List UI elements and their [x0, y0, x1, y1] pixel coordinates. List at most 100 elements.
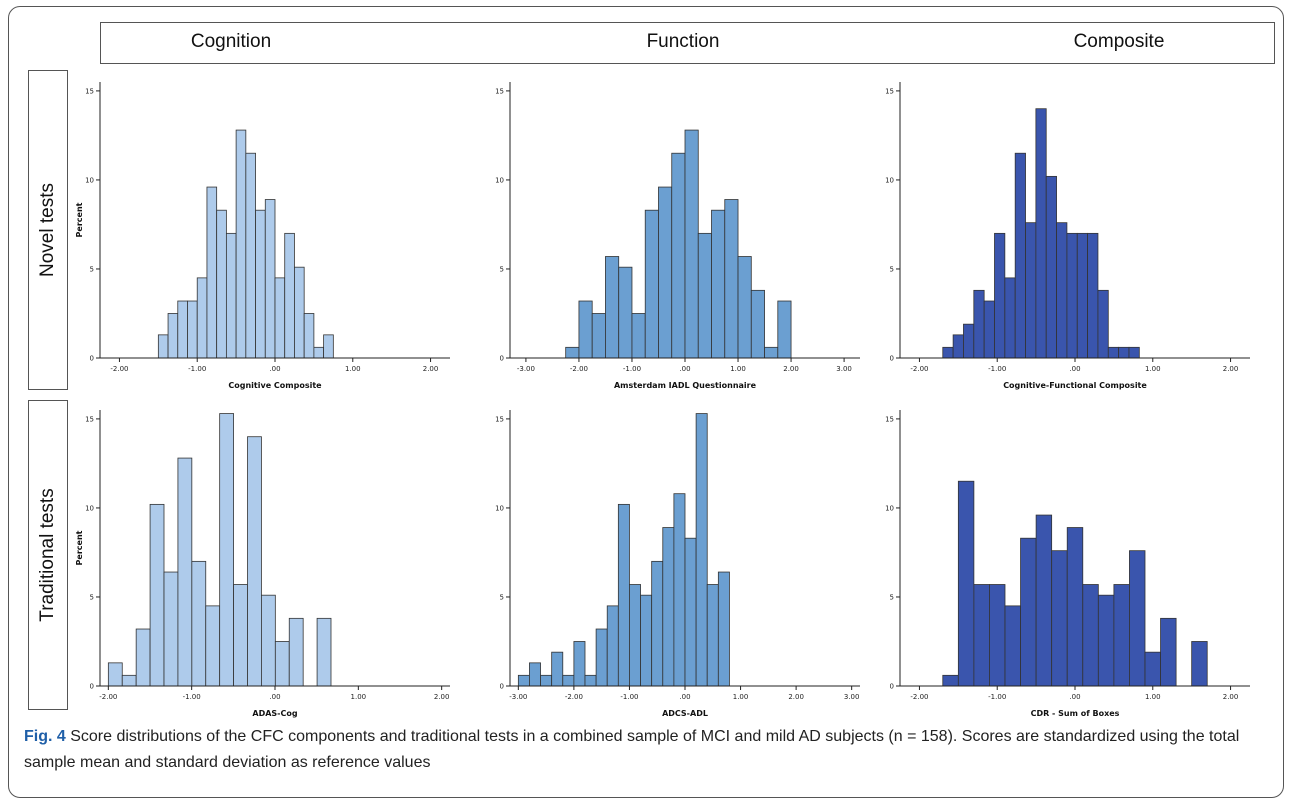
histogram-bar — [651, 560, 664, 687]
y-tick-label: 0 — [500, 355, 504, 363]
histogram-bar — [167, 313, 179, 359]
x-tick-label: 2.00 — [423, 365, 439, 373]
histogram-bar — [983, 300, 995, 359]
histogram-bar — [595, 628, 608, 687]
y-tick-label: 0 — [890, 683, 894, 691]
histogram-bar — [540, 674, 553, 687]
x-tick-label: -2.00 — [565, 693, 583, 701]
histogram-bar — [605, 256, 620, 359]
y-tick-label: 5 — [500, 265, 504, 273]
histogram-bar — [952, 334, 964, 359]
histogram-bar — [1025, 222, 1037, 359]
x-tick-label: -2.00 — [110, 365, 128, 373]
histogram-bar — [957, 480, 975, 687]
histogram-novel-function: 0 5 10 15 -3.00 -2.00 -1.00 .00 1.00 2.00 3.00 Amst… — [495, 82, 860, 390]
histogram-bar — [697, 232, 712, 359]
histogram-bar — [1113, 584, 1130, 687]
y-tick-label: 10 — [495, 504, 504, 512]
y-tick-label: 10 — [885, 504, 894, 512]
x-tick-label: -1.00 — [623, 365, 641, 373]
histogram-bar — [1076, 232, 1088, 359]
y-tick-label: 15 — [495, 415, 504, 423]
histogram-bar — [1066, 527, 1084, 687]
histogram-traditional-function: 0 5 10 15 -3.00 -2.00 -1.00 .00 1.00 2.00 3.00 ADCS… — [495, 410, 860, 718]
histogram-bar — [121, 674, 137, 687]
y-axis-label: Percent — [75, 202, 84, 237]
histogram-bar — [529, 662, 541, 687]
histogram-traditional-composite: 0 5 10 15 -2.00 -1.00 .00 1.00 2.00 CDR - Sum of … — [885, 410, 1250, 718]
x-tick-label: -2.00 — [570, 365, 588, 373]
x-tick-label: 3.00 — [836, 365, 852, 373]
histogram-bar — [562, 674, 575, 687]
x-tick-label: .00 — [269, 365, 280, 373]
x-axis-label: ADCS-ADL — [662, 709, 708, 718]
histogram-bar — [1097, 289, 1109, 359]
histogram-bar — [107, 662, 123, 687]
histogram-bar — [1129, 550, 1146, 687]
column-title-function: Function — [646, 31, 720, 52]
x-tick-label: 1.00 — [1145, 693, 1161, 701]
y-tick-label: 5 — [90, 593, 94, 601]
x-axis-label: Amsterdam IADL Questionnaire — [614, 381, 757, 390]
column-title-cognition: Cognition — [190, 31, 272, 52]
histogram-bar — [264, 199, 276, 359]
histogram-bar — [1128, 346, 1140, 359]
histogram-bar — [963, 323, 975, 359]
histogram-bar — [684, 129, 699, 359]
histogram-bar — [261, 594, 276, 687]
histogram-bar — [1045, 175, 1057, 359]
histogram-bar — [618, 266, 633, 359]
histogram-bar — [196, 277, 208, 359]
x-tick-label: -1.00 — [988, 693, 1006, 701]
histogram-bar — [1004, 277, 1016, 359]
histogram-bar — [584, 674, 597, 687]
histogram-bar — [591, 313, 606, 359]
x-tick-label: -3.00 — [509, 693, 527, 701]
histogram-bar — [711, 209, 726, 359]
x-axis-label: CDR - Sum of Boxes — [1031, 709, 1120, 718]
histogram-bar — [942, 346, 954, 359]
histogram-bar — [191, 560, 207, 687]
histogram-bar — [274, 641, 290, 687]
y-tick-label: 10 — [495, 176, 504, 184]
row-label-box-novel: Novel tests — [28, 70, 68, 390]
x-tick-label: .00 — [679, 693, 690, 701]
histogram-bar — [617, 503, 630, 687]
histogram-bar — [1066, 232, 1078, 359]
column-title-composite: Composite — [1073, 31, 1165, 52]
histogram-bar — [313, 346, 325, 359]
row-label-box-traditional: Traditional tests — [28, 400, 68, 710]
histogram-bar — [1144, 651, 1161, 687]
x-tick-label: -2.00 — [99, 693, 117, 701]
histogram-bar — [247, 436, 262, 687]
x-tick-label: -1.00 — [988, 365, 1006, 373]
x-tick-label: 1.00 — [730, 365, 746, 373]
x-tick-label: 1.00 — [351, 693, 367, 701]
x-tick-label: -1.00 — [620, 693, 638, 701]
histogram-bar — [1014, 152, 1026, 359]
x-tick-label: -3.00 — [517, 365, 535, 373]
histogram-bar — [640, 594, 653, 687]
caption-text: Score distributions of the CFC component… — [24, 728, 1240, 771]
x-tick-label: -1.00 — [188, 365, 206, 373]
x-tick-label: 2.00 — [434, 693, 450, 701]
y-tick-label: 0 — [90, 355, 94, 363]
histogram-bar — [274, 277, 286, 359]
x-axis-label: Cognitive Composite — [228, 381, 322, 390]
x-tick-label: -1.00 — [183, 693, 201, 701]
histogram-bar — [235, 129, 247, 359]
x-tick-label: -2.00 — [910, 365, 928, 373]
histogram-bar — [673, 493, 686, 687]
histogram-bar — [177, 300, 188, 359]
histogram-bar — [1082, 584, 1099, 687]
histogram-bar — [1035, 514, 1053, 687]
y-tick-label: 10 — [85, 504, 94, 512]
y-tick-label: 0 — [500, 683, 504, 691]
x-tick-label: 1.00 — [733, 693, 749, 701]
histogram-bar — [1118, 346, 1130, 359]
histogram-bar — [1191, 641, 1208, 687]
histogram-bar — [764, 346, 779, 359]
histogram-bar — [706, 584, 719, 687]
histogram-bar — [205, 605, 221, 687]
histogram-bar — [245, 152, 256, 359]
